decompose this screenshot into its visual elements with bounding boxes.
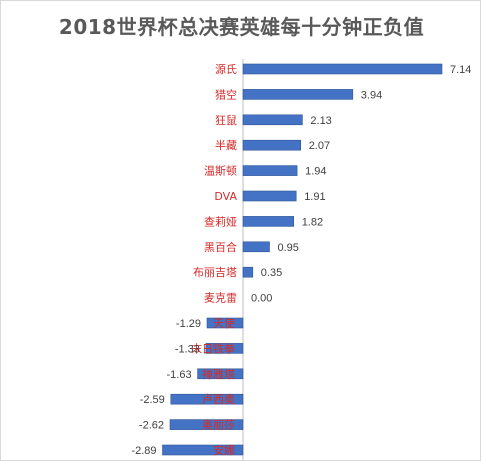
category-label: 源氏: [215, 62, 237, 76]
category-label: 麦克雷: [204, 292, 237, 305]
data-label: -2.89: [131, 445, 156, 457]
bar: [242, 89, 354, 100]
category-label: 黑百合: [204, 240, 237, 254]
category-label: 卢西奥: [202, 392, 235, 406]
category-label: 天使: [213, 317, 235, 330]
data-label: 2.07: [309, 140, 330, 152]
data-label: 1.94: [305, 166, 326, 178]
data-label: 1.91: [304, 191, 325, 203]
data-label: -1.63: [167, 369, 192, 381]
bar: [242, 139, 302, 151]
category-label: 温斯顿: [204, 164, 237, 178]
category-label: 奥丽莎: [202, 418, 235, 432]
data-label: -1.33: [175, 343, 200, 355]
category-label: DVA: [214, 190, 237, 203]
bar: [169, 419, 244, 430]
bar: [242, 216, 295, 227]
bar: [242, 241, 270, 253]
data-label: 3.94: [361, 89, 382, 101]
category-label: 查莉娅: [204, 214, 237, 228]
bar: [205, 343, 244, 354]
category-label: 布丽吉塔: [193, 266, 237, 279]
bar: [242, 63, 443, 75]
data-label: -2.62: [139, 420, 164, 432]
bar: [242, 190, 297, 202]
data-label: 1.82: [302, 216, 323, 228]
bar: [242, 114, 303, 126]
bar: [206, 317, 244, 329]
category-label: 猎空: [215, 87, 237, 101]
bar: [170, 393, 244, 405]
bar: [162, 444, 244, 456]
data-label: -2.59: [140, 394, 165, 406]
bar: [242, 165, 298, 176]
category-label: 安娜: [213, 443, 235, 457]
data-label: 2.13: [310, 115, 331, 127]
chart-title: 2018世界杯总决赛英雄每十分钟正负值: [58, 15, 425, 39]
bar: [242, 266, 254, 278]
category-label: 末日铁拳: [191, 341, 235, 355]
bar: [197, 368, 244, 380]
data-label: 0.00: [251, 293, 272, 305]
category-label: 禅雅塔: [202, 367, 235, 381]
data-label: 7.14: [450, 64, 471, 76]
data-label: 0.95: [278, 242, 299, 254]
data-label: -1.29: [176, 318, 201, 330]
data-label: 0.35: [261, 267, 282, 279]
category-label: 半藏: [215, 138, 237, 152]
category-label: 狂鼠: [215, 113, 237, 127]
